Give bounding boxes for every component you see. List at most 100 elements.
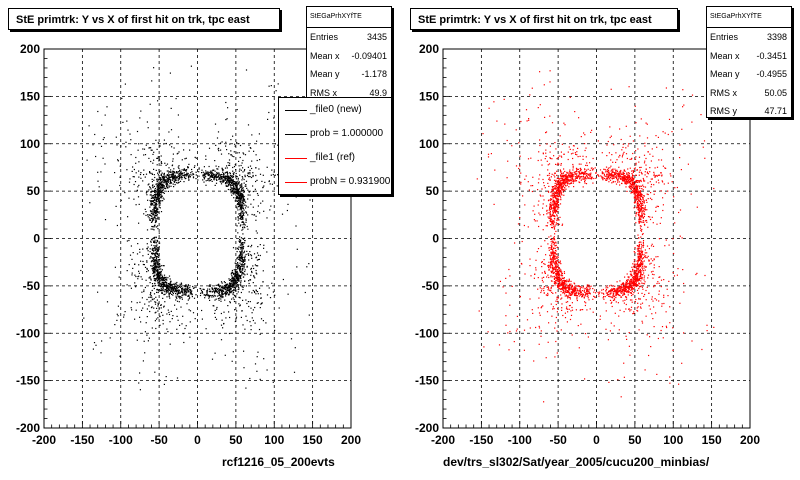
left-scatter-point	[156, 239, 158, 241]
left-scatter-point	[244, 263, 246, 265]
right-scatter-point	[548, 265, 550, 267]
left-scatter-point	[156, 189, 158, 191]
right-scatter-point	[574, 290, 576, 292]
left-scatter-point	[208, 172, 210, 174]
right-scatter-point	[556, 253, 558, 255]
right-scatter-point	[564, 283, 566, 285]
left-scatter-point	[266, 369, 268, 371]
right-scatter-point	[567, 297, 569, 299]
left-scatter-point	[183, 294, 185, 296]
left-scatter-point	[155, 209, 157, 211]
right-scatter-point	[639, 241, 641, 243]
left-scatter-point	[241, 263, 243, 265]
left-scatter-point	[163, 277, 166, 279]
left-scatter-point	[220, 149, 222, 151]
left-scatter-point	[153, 266, 155, 269]
left-scatter-point	[221, 293, 224, 296]
left-scatter-point	[217, 288, 219, 291]
left-scatter-point	[250, 246, 252, 248]
left-scatter-point	[150, 244, 153, 246]
left-scatter-point	[269, 183, 271, 185]
left-scatter-point	[238, 181, 240, 183]
left-scatter-point	[223, 281, 225, 283]
left-scatter-point	[237, 276, 239, 278]
left-scatter-point	[146, 261, 148, 263]
left-scatter-point	[220, 294, 222, 296]
left-scatter-point	[221, 290, 223, 292]
left-scatter-point	[157, 281, 159, 283]
left-scatter-point	[163, 173, 165, 175]
right-scatter-point	[561, 280, 563, 282]
right-scatter-point	[610, 175, 612, 177]
right-scatter-point	[635, 199, 637, 201]
left-scatter-point	[152, 184, 154, 186]
left-scatter-point	[158, 184, 160, 186]
right-scatter-point	[634, 197, 636, 199]
left-scatter-point	[236, 251, 238, 253]
left-scatter-point	[169, 343, 171, 345]
left-scatter-point	[157, 172, 159, 174]
left-scatter-point	[257, 205, 259, 207]
right-scatter-point	[609, 175, 611, 177]
left-scatter-point	[229, 289, 231, 291]
right-scatter-point	[640, 215, 642, 217]
left-scatter-point	[170, 185, 172, 187]
left-scatter-point	[172, 171, 174, 173]
right-scatter-point	[639, 268, 641, 270]
right-scatter-point	[560, 193, 562, 195]
left-scatter-point	[155, 197, 157, 199]
left-scatter-point	[173, 147, 175, 149]
left-scatter-point	[154, 248, 157, 250]
right-scatter-point	[640, 218, 642, 220]
left-scatter-point	[154, 242, 156, 244]
right-scatter-point	[565, 181, 567, 183]
left-scatter-point	[180, 291, 182, 293]
left-scatter-point	[148, 147, 150, 149]
right-scatter-point	[636, 207, 638, 209]
left-scatter-point	[221, 295, 223, 297]
left-scatter-point	[220, 142, 222, 144]
left-scatter-point	[160, 155, 162, 157]
left-scatter-point	[150, 147, 152, 149]
left-scatter-point	[236, 310, 238, 312]
left-scatter-point	[234, 283, 236, 285]
right-scatter-point	[626, 173, 628, 175]
left-scatter-point	[281, 213, 284, 215]
right-scatter-point	[560, 199, 562, 201]
right-scatter-point	[553, 244, 555, 246]
left-scatter-point	[232, 192, 234, 194]
left-scatter-point	[151, 217, 153, 219]
right-scatter-point	[628, 279, 630, 281]
left-scatter-point	[149, 248, 151, 250]
right-scatter-point	[637, 253, 639, 255]
left-scatter-point	[207, 179, 209, 181]
left-scatter-point	[242, 286, 244, 288]
left-scatter-point	[185, 291, 187, 293]
left-scatter-point	[153, 287, 155, 290]
left-scatter-point	[229, 181, 231, 183]
left-scatter-point	[238, 205, 241, 207]
right-scatter-point	[549, 206, 551, 208]
right-y-tick-label: -200	[415, 421, 439, 435]
left-scatter-point	[156, 200, 158, 202]
left-scatter-point	[191, 174, 193, 176]
right-scatter-point	[584, 291, 586, 293]
left-scatter-point	[205, 184, 207, 186]
left-scatter-point	[155, 245, 157, 247]
right-scatter-point	[638, 250, 640, 252]
left-scatter-point	[137, 276, 139, 278]
left-scatter-point	[154, 190, 156, 192]
left-scatter-point	[236, 185, 238, 187]
right-scatter-point	[554, 265, 557, 267]
right-scatter-point	[579, 288, 581, 290]
left-scatter-point	[187, 172, 189, 174]
right-scatter-point	[552, 215, 554, 217]
left-scatter-point	[242, 271, 244, 274]
left-scatter-point	[228, 178, 230, 180]
left-scatter-point	[139, 372, 141, 374]
left-scatter-point	[125, 146, 127, 148]
right-y-tick-label: 200	[419, 42, 439, 56]
left-scatter-point	[229, 301, 231, 303]
left-scatter-point	[170, 107, 172, 109]
left-scatter-point	[158, 284, 160, 286]
